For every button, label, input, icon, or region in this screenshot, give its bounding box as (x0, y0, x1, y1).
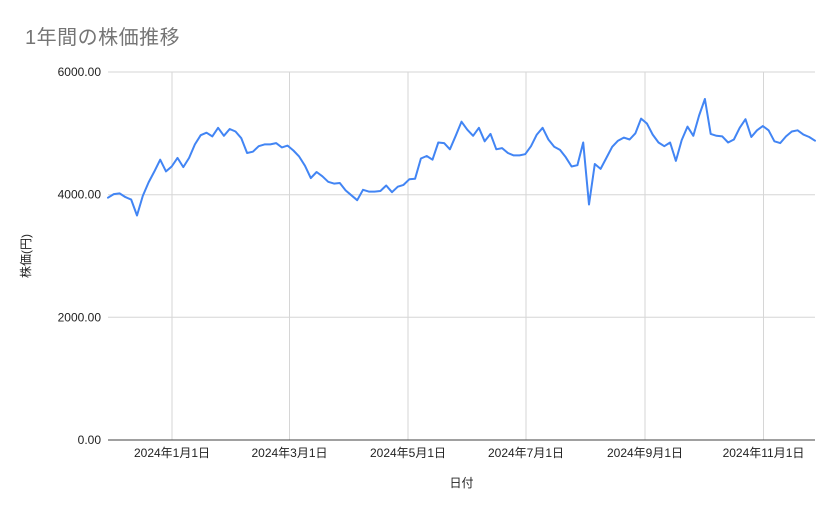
x-axis-tick-label: 2024年11月1日 (723, 446, 805, 460)
x-axis-tick-label: 2024年3月1日 (251, 446, 327, 460)
price-line-series (107, 98, 816, 217)
x-axis-tick-label: 2024年1月1日 (134, 446, 210, 460)
x-axis-title: 日付 (449, 476, 473, 490)
y-axis-tick-label: 4000.00 (58, 188, 102, 202)
chart-title: 1年間の株価推移 (25, 27, 181, 49)
y-axis-tick-label: 6000.00 (58, 65, 102, 79)
y-axis-tick-label: 2000.00 (58, 310, 102, 324)
x-axis-tick-label: 2024年9月1日 (607, 446, 683, 460)
y-axis-title: 株価(円) (18, 234, 33, 278)
y-axis-tick-label: 0.00 (78, 433, 102, 447)
x-axis-tick-label: 2024年7月1日 (488, 446, 564, 460)
x-axis-tick-label: 2024年5月1日 (370, 446, 446, 460)
